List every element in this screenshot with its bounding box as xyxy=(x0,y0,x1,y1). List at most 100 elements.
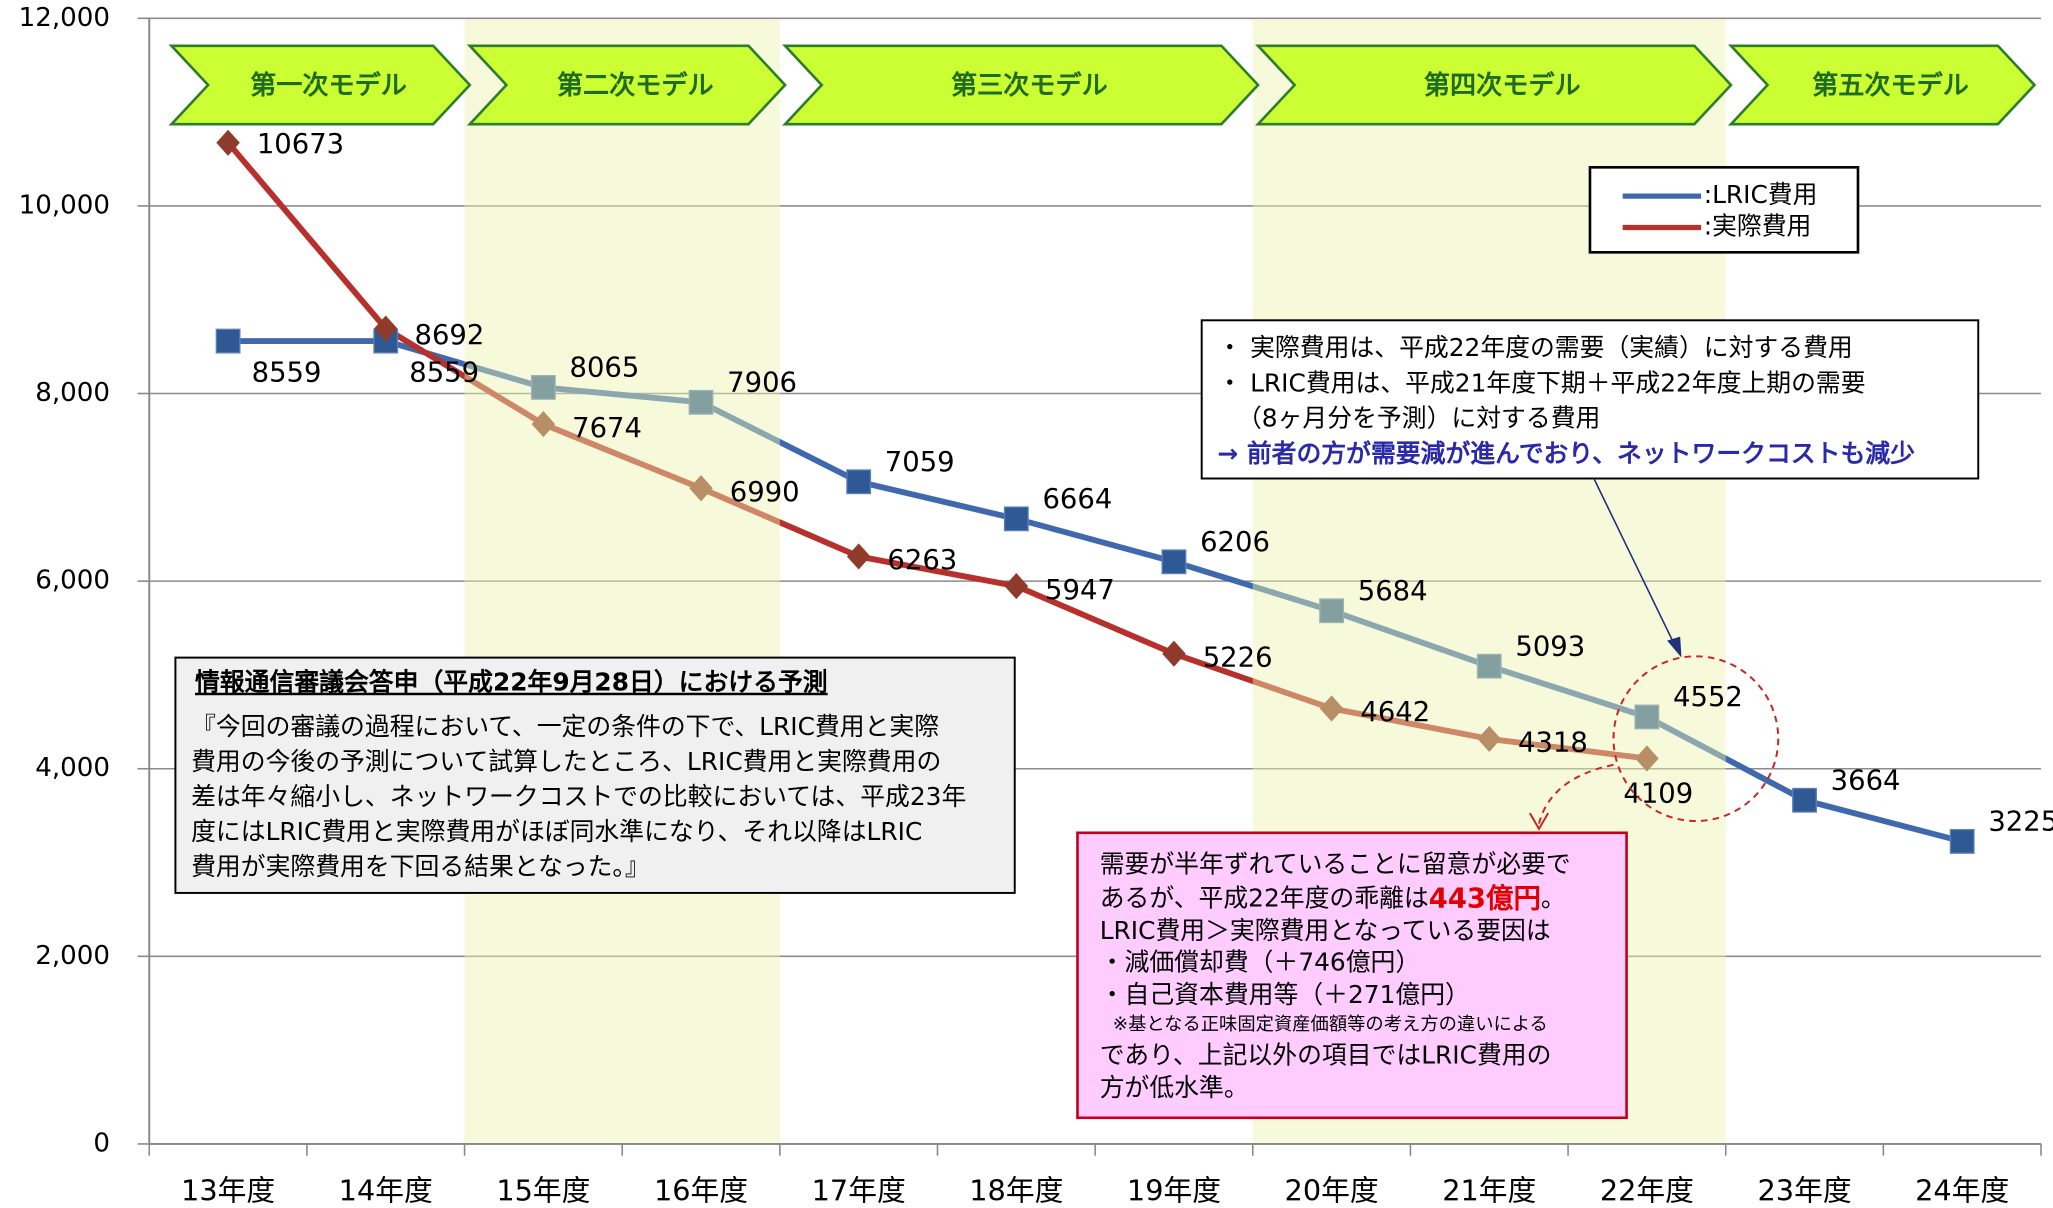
marker xyxy=(689,475,713,502)
y-tick-label: 12,000 xyxy=(19,3,110,33)
marker xyxy=(1949,829,1975,854)
note-line: ・ 実際費用は、平成22年度の需要（実績）に対する費用 xyxy=(1217,333,1852,362)
phase-label: 第二次モデル xyxy=(557,70,714,101)
remark-line: 需要が半年ずれていることに留意が必要で xyxy=(1100,849,1571,878)
phase-banner xyxy=(168,44,472,126)
marker xyxy=(215,328,241,354)
data-label: 6990 xyxy=(730,477,800,508)
x-tick-label: 17年度 xyxy=(812,1173,906,1207)
x-tick-label: 22年度 xyxy=(1600,1173,1694,1207)
legend-box xyxy=(1588,166,1860,254)
data-label: 8559 xyxy=(409,357,479,388)
data-label: 7059 xyxy=(885,447,955,478)
data-label: 5226 xyxy=(1203,642,1273,673)
marker xyxy=(1161,549,1187,575)
forecast-title: 情報通信審議会答申（平成22年9月28日）における予測 xyxy=(195,668,828,697)
marker xyxy=(216,129,240,156)
forecast-line: 差は年々縮小し、ネットワークコストでの比較においては、平成23年 xyxy=(191,782,966,811)
data-label: 3664 xyxy=(1831,765,1901,796)
series-line xyxy=(228,338,1963,845)
x-tick-label: 23年度 xyxy=(1757,1173,1851,1207)
data-label: 8065 xyxy=(570,353,640,384)
note-line: （8ヶ月分を予測）に対する費用 xyxy=(1237,404,1600,433)
remark-segment: 。 xyxy=(1541,883,1566,912)
y-tick-label: 10,000 xyxy=(19,190,110,220)
data-label: 4109 xyxy=(1623,779,1693,810)
marker xyxy=(1319,695,1344,722)
note-conclusion: → 前者の方が需要減が進んでおり、ネットワークコストも減少 xyxy=(1217,439,1915,468)
phase-label: 第三次モデル xyxy=(951,70,1108,101)
note-line: ・ LRIC費用は、平成21年度下期＋平成22年度上期の需要 xyxy=(1217,368,1865,397)
x-tick-label: 19年度 xyxy=(1127,1173,1221,1207)
phase-label: 第四次モデル xyxy=(1424,70,1581,101)
data-label: 8559 xyxy=(252,357,322,388)
data-label: 4318 xyxy=(1518,728,1588,759)
data-label: 6263 xyxy=(887,545,957,576)
x-tick-label: 15年度 xyxy=(496,1173,590,1207)
note-arrowhead xyxy=(1667,636,1682,658)
forecast-line: 『今回の審議の過程において、一定の条件の下で、LRIC費用と実際 xyxy=(191,712,939,741)
remark-line: ・減価償却費（＋746億円） xyxy=(1100,948,1420,977)
highlight-arrow xyxy=(1538,763,1614,824)
remark-segment: 443億円 xyxy=(1429,883,1541,914)
data-label: 3225 xyxy=(1988,807,2053,838)
marker xyxy=(1319,598,1345,624)
marker xyxy=(1477,725,1502,752)
data-label: 5684 xyxy=(1358,576,1428,607)
remark-line: ※基となる正味固定資産価額等の考え方の違いによる xyxy=(1113,1014,1548,1035)
marker xyxy=(1476,653,1502,679)
series-line xyxy=(225,140,1648,762)
note-arrow xyxy=(1593,478,1679,652)
remark-line: であり、上記以外の項目ではLRIC費用の xyxy=(1100,1040,1552,1069)
highlight-circle xyxy=(1612,655,1780,823)
y-tick-label: 8,000 xyxy=(35,378,110,408)
marker xyxy=(1162,640,1186,667)
x-tick-label: 16年度 xyxy=(654,1173,748,1207)
marker xyxy=(373,315,398,342)
x-tick-label: 14年度 xyxy=(339,1173,433,1207)
marker xyxy=(1634,704,1660,730)
x-tick-label: 24年度 xyxy=(1915,1173,2009,1207)
forecast-line: 費用の今後の予測について試算したところ、LRIC費用と実際費用の xyxy=(191,747,941,776)
marker xyxy=(846,469,872,495)
data-label: 6206 xyxy=(1200,527,1270,558)
y-tick-label: 0 xyxy=(93,1128,110,1158)
x-tick-label: 18年度 xyxy=(969,1173,1063,1207)
remark-line: LRIC費用＞実際費用となっている要因は xyxy=(1100,916,1551,945)
forecast-line: 度にはLRIC費用と実際費用がほぼ同水準になり、それ以降はLRIC xyxy=(191,817,922,846)
note-box xyxy=(1200,319,1980,480)
marker xyxy=(688,389,714,415)
legend-label: :実際費用 xyxy=(1704,211,1812,240)
marker xyxy=(531,411,556,438)
marker xyxy=(1792,787,1817,813)
phase-banner xyxy=(782,44,1260,126)
remark-segment: あるが、平成22年度の乖離は xyxy=(1100,883,1429,912)
remark-line: 方が低水準。 xyxy=(1100,1073,1249,1102)
highlight-arrowhead xyxy=(1528,812,1549,831)
remark-line: ・自己資本費用等（＋271億円） xyxy=(1100,980,1470,1009)
marker xyxy=(530,374,556,400)
data-label: 4642 xyxy=(1360,697,1430,728)
remark-line: あるが、平成22年度の乖離は443億円。 xyxy=(1100,883,1566,914)
x-tick-label: 20年度 xyxy=(1285,1173,1379,1207)
data-label: 4552 xyxy=(1673,682,1743,713)
phase-banner xyxy=(1727,44,2037,126)
data-label: 6664 xyxy=(1042,484,1112,515)
data-label: 5947 xyxy=(1045,575,1115,606)
y-tick-label: 2,000 xyxy=(35,941,110,971)
x-tick-label: 21年度 xyxy=(1442,1173,1536,1207)
legend-label: :LRIC費用 xyxy=(1704,180,1818,209)
data-label: 7674 xyxy=(572,413,642,444)
marker xyxy=(1004,573,1029,600)
phase-shade xyxy=(464,19,780,1143)
y-tick-label: 6,000 xyxy=(35,566,110,596)
data-label: 7906 xyxy=(727,368,797,399)
data-label: 5093 xyxy=(1515,631,1585,662)
remark-box xyxy=(1076,831,1628,1120)
x-tick-label: 13年度 xyxy=(181,1173,275,1207)
forecast-line: 費用が実際費用を下回る結果となった。』 xyxy=(191,852,650,881)
marker xyxy=(846,543,871,570)
data-label: 8692 xyxy=(414,320,484,351)
